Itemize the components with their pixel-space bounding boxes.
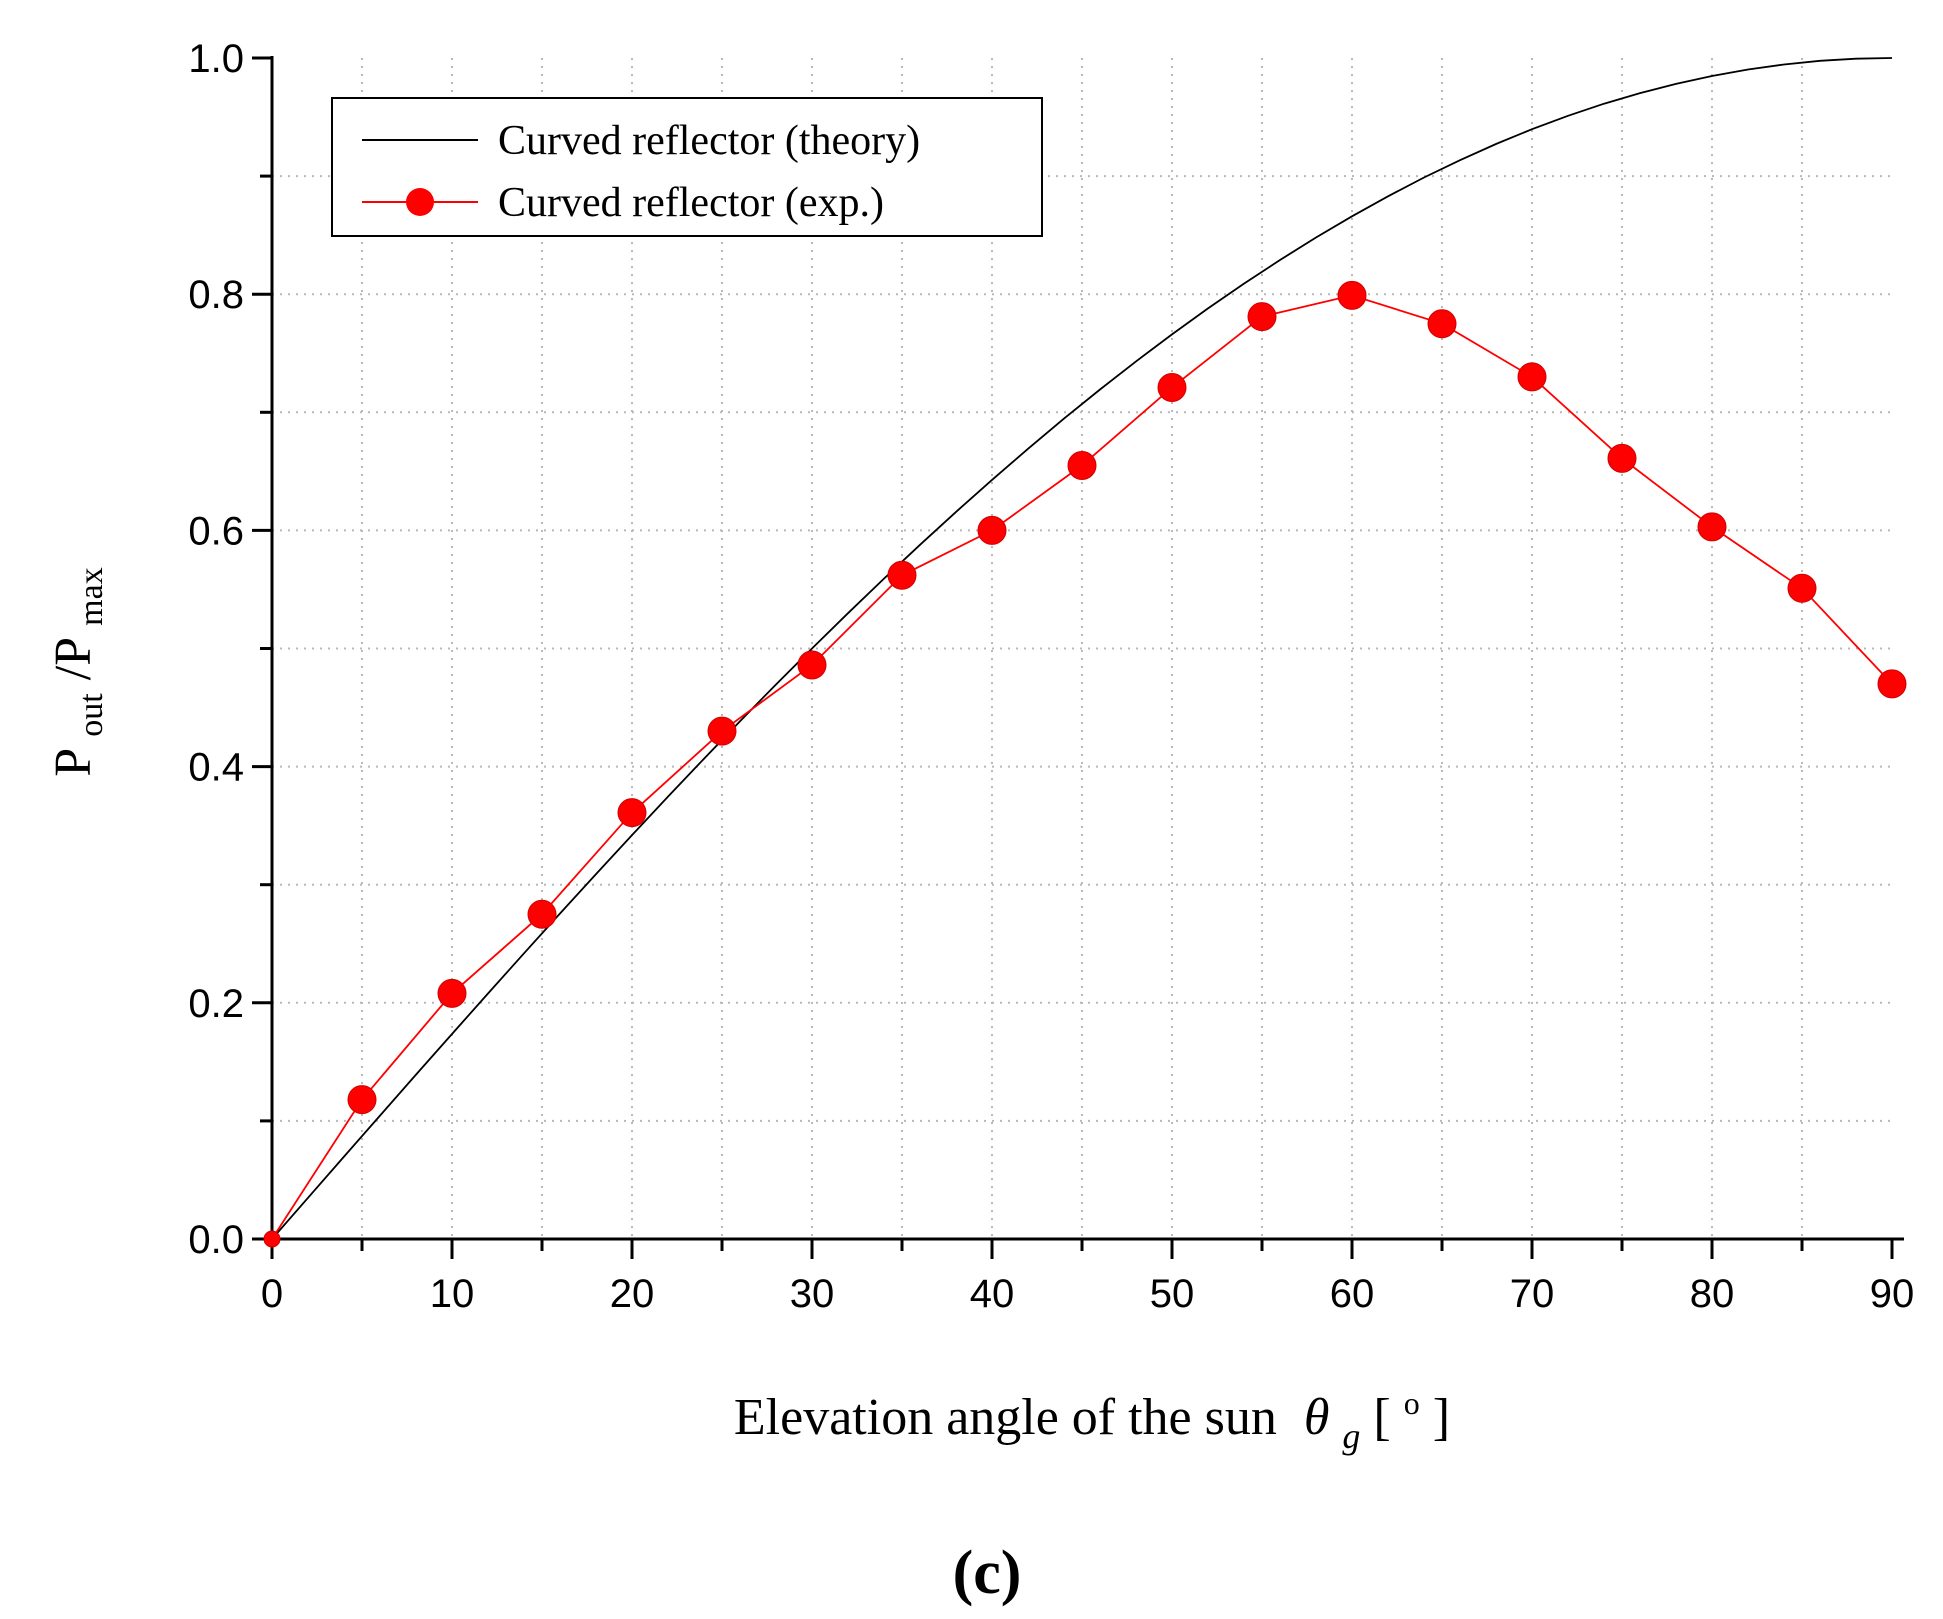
legend-swatch-marker: [406, 188, 434, 216]
x-axis-label: Elevation angle of the sun θ g [ o ]: [734, 1369, 1450, 1460]
x-tick-label: 0: [261, 1272, 283, 1316]
x-axis-label-unit-open: [: [1373, 1389, 1390, 1446]
y-tick-label: 0.2: [188, 982, 244, 1026]
x-axis-label-subscript: g: [1342, 1416, 1360, 1456]
data-point: [1787, 573, 1817, 603]
y-axis-label-sub2: max: [73, 567, 110, 626]
data-point: [1607, 443, 1637, 473]
x-tick-label: 90: [1870, 1272, 1915, 1316]
y-tick-label: 0.0: [188, 1218, 244, 1262]
x-tick-label: 30: [790, 1272, 835, 1316]
x-tick-label: 50: [1150, 1272, 1195, 1316]
data-point: [617, 798, 647, 828]
x-tick-label: 40: [970, 1272, 1015, 1316]
data-point: [437, 978, 467, 1008]
legend-box: [331, 97, 1043, 237]
data-point: [887, 560, 917, 590]
y-tick-label: 0.4: [188, 746, 244, 790]
x-tick-label: 80: [1690, 1272, 1735, 1316]
x-tick-label: 20: [610, 1272, 655, 1316]
series-line-theory: [271, 57, 1893, 1240]
x-axis-label-text: Elevation angle of the sun: [734, 1389, 1277, 1446]
data-point: [1337, 280, 1367, 310]
y-axis-label: P out /P max: [45, 567, 114, 776]
data-point: [1697, 512, 1727, 542]
y-axis-label-main: P: [45, 750, 102, 777]
y-axis-label-slash: /P: [45, 639, 102, 680]
y-tick-label: 0.6: [188, 509, 244, 553]
data-point: [707, 716, 737, 746]
x-tick-label: 60: [1330, 1272, 1375, 1316]
figure-caption: (c): [953, 1539, 1022, 1607]
y-tick-label: 1.0: [188, 37, 244, 81]
legend-label: Curved reflector (theory): [498, 118, 920, 164]
x-axis-label-symbol: θ: [1304, 1389, 1330, 1446]
data-point: [797, 650, 827, 680]
data-point: [1067, 450, 1097, 480]
data-point: [347, 1085, 377, 1115]
y-tick-label: 0.8: [188, 273, 244, 317]
data-point: [527, 899, 557, 929]
legend-label: Curved reflector (exp.): [498, 180, 884, 226]
data-point: [977, 515, 1007, 545]
x-axis-label-unit-sup: o: [1404, 1385, 1420, 1421]
data-point: [1517, 362, 1547, 392]
grid: [272, 58, 1892, 1239]
x-axis-label-unit-close: ]: [1433, 1389, 1450, 1446]
series: [263, 57, 1907, 1248]
axes: 0 10 20 30 40 50 60 70 80 90 0.0 0.2 0.4 0.6 0.8 1.0: [188, 37, 1914, 1316]
legend: Curved reflector (theory) Curved reflecto…: [331, 97, 1043, 237]
data-point: [1427, 309, 1457, 339]
data-point: [1157, 372, 1187, 402]
y-axis-label-sub1: out: [73, 693, 110, 737]
x-tick-label: 10: [430, 1272, 475, 1316]
data-point: [263, 1230, 281, 1248]
data-point: [1877, 669, 1907, 699]
x-tick-label: 70: [1510, 1272, 1555, 1316]
data-point: [1247, 302, 1277, 332]
